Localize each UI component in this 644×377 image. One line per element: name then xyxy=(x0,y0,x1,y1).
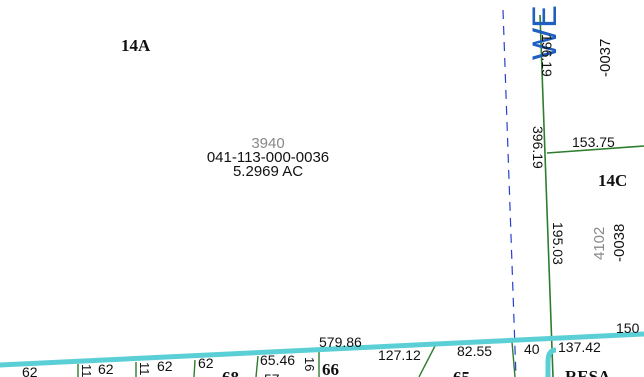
dimension-label-40: 40 xyxy=(524,341,540,357)
street-name-bottom: RESA xyxy=(565,367,611,377)
parcel-acreage: 5.2969 AC xyxy=(233,163,303,180)
parcel-label-14a: 14A xyxy=(121,36,151,55)
east-boundary-line xyxy=(539,14,554,377)
dimension-label-62-d: 62 xyxy=(198,355,214,371)
lot-line-65-west xyxy=(418,343,437,377)
east-parcel-pin-partial: -0038 xyxy=(611,224,628,262)
street-name-vertical: WE xyxy=(526,5,564,60)
lot-line-68-west xyxy=(255,355,259,377)
dimension-label-396-19: 396.19 xyxy=(530,126,546,169)
lot-line-65-east xyxy=(511,341,516,377)
right-of-way-dashed-line xyxy=(502,9,517,377)
road-bulb xyxy=(545,347,557,377)
parcel-label-66: 66 xyxy=(322,360,339,377)
dimension-label-195-03: 195.03 xyxy=(550,222,566,265)
dimension-label-137-42: 137.42 xyxy=(558,339,601,355)
road-line xyxy=(0,331,644,368)
parcel-address: 3940 xyxy=(251,135,284,152)
dimension-label-579-86: 579.86 xyxy=(319,334,362,350)
parcel-pin: 041-113-000-0036 xyxy=(207,149,329,166)
dimension-label-150: 150 xyxy=(616,320,640,336)
dimension-label-65-46: 65.46 xyxy=(260,352,295,368)
dimension-label-57: 57 xyxy=(264,371,280,377)
dimension-label-82-55: 82.55 xyxy=(457,343,492,359)
dimension-label-62-c: 62 xyxy=(157,358,173,374)
east-parcel-address: 4102 xyxy=(591,227,608,260)
dimension-label-62-a: 62 xyxy=(22,364,38,377)
parcel-label-14c: 14C xyxy=(598,171,627,190)
dimension-label-11-a: 11 xyxy=(79,364,94,377)
lot-line-153-75 xyxy=(546,145,644,154)
dimension-label-16: 16 xyxy=(302,357,317,371)
dimension-label-196-19: 196.19 xyxy=(539,34,555,77)
dimension-label-127-12: 127.12 xyxy=(378,347,421,363)
parcel-label-65: 65 xyxy=(453,368,470,377)
dimension-label-11-b: 11 xyxy=(137,362,152,376)
ne-parcel-pin-partial: -0037 xyxy=(597,39,614,77)
parcel-label-68: 68 xyxy=(222,368,239,377)
dimension-label-62-b: 62 xyxy=(98,361,114,377)
lot-line-small-c xyxy=(193,359,196,377)
dimension-label-153-75: 153.75 xyxy=(572,134,615,150)
